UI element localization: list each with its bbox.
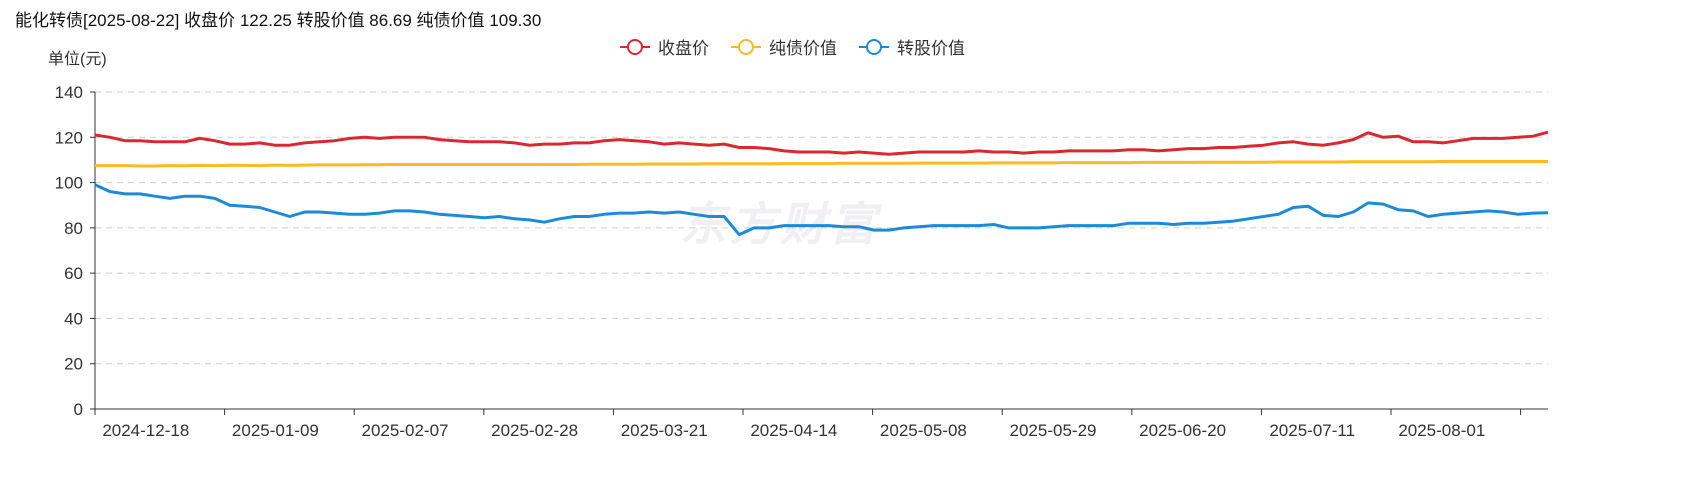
y-tick-label: 0 bbox=[74, 400, 83, 419]
y-axis-unit-label: 单位(元) bbox=[48, 51, 107, 68]
legend-marker-icon bbox=[859, 38, 889, 55]
x-tick-label: 2025-02-07 bbox=[362, 421, 449, 440]
chart-title: 能化转债[2025-08-22] 收盘价 122.25 转股价值 86.69 纯… bbox=[15, 11, 542, 30]
series-line-转股价值 bbox=[94, 183, 1549, 237]
y-tick-label: 100 bbox=[55, 174, 83, 193]
y-tick-label: 60 bbox=[64, 264, 83, 283]
legend-label: 收盘价 bbox=[658, 39, 709, 58]
y-tick-label: 80 bbox=[64, 219, 83, 238]
legend-label: 转股价值 bbox=[897, 39, 965, 58]
legend-label: 纯债价值 bbox=[769, 39, 837, 58]
x-tick-label: 2024-12-18 bbox=[102, 421, 189, 440]
x-tick-label: 2025-05-29 bbox=[1010, 421, 1097, 440]
y-tick-label: 140 bbox=[55, 83, 83, 102]
y-tick-label: 20 bbox=[64, 355, 83, 374]
legend-marker-icon bbox=[731, 38, 761, 55]
legend-marker-icon bbox=[620, 38, 650, 55]
x-tick-label: 2025-01-09 bbox=[232, 421, 319, 440]
legend-item-bond-value[interactable]: 纯债价值 bbox=[729, 34, 837, 59]
legend-item-close-price[interactable]: 收盘价 bbox=[618, 34, 709, 59]
x-tick-label: 2025-08-01 bbox=[1398, 421, 1485, 440]
x-tick-label: 2025-02-28 bbox=[491, 421, 578, 440]
y-tick-label: 120 bbox=[55, 128, 83, 147]
x-tick-label: 2025-06-20 bbox=[1139, 421, 1226, 440]
x-tick-label: 2025-04-14 bbox=[750, 421, 837, 440]
legend: 收盘价 纯债价值 转股价值 bbox=[618, 34, 965, 59]
x-tick-label: 2025-05-08 bbox=[880, 421, 967, 440]
y-tick-label: 40 bbox=[64, 309, 83, 328]
series-line-收盘价 bbox=[94, 130, 1549, 156]
watermark: 东方财富 bbox=[680, 198, 880, 250]
x-tick-label: 2025-03-21 bbox=[621, 421, 708, 440]
x-tick-label: 2025-07-11 bbox=[1269, 421, 1355, 440]
series-line-纯债价值 bbox=[95, 160, 1548, 168]
legend-item-conversion-value[interactable]: 转股价值 bbox=[857, 34, 965, 59]
